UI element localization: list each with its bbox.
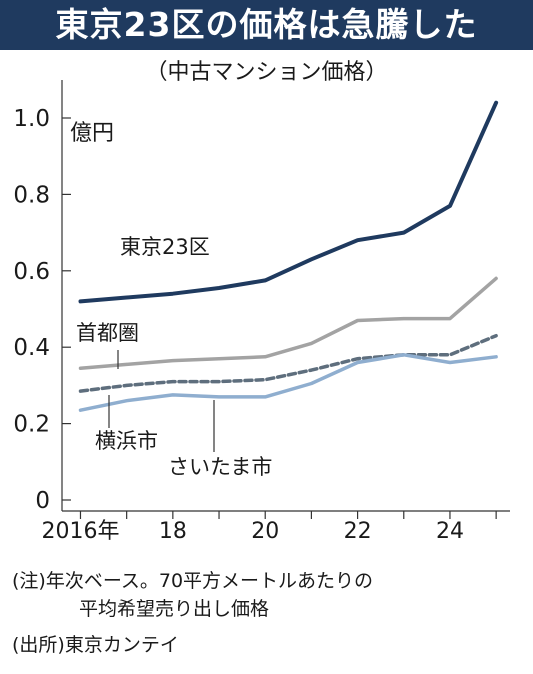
chart-subtitle: （中古マンション価格） (145, 60, 388, 85)
x-tick-label: 2016年 (41, 519, 119, 544)
x-tick-label: 18 (159, 519, 187, 544)
label-layer: 0 0.2 0.4 0.6 0.8 1.0 億円 2016年 18 20 22 24 東京23区首都圏横… (13, 106, 464, 544)
series-label: 横浜市 (95, 429, 158, 453)
y-tick-label: 0.4 (13, 335, 50, 361)
chart-title: 東京23区の価格は急騰した (0, 0, 533, 50)
series-label: 首都圏 (76, 321, 139, 345)
series-label: 東京23区 (120, 235, 210, 259)
note-line-2: 平均希望売り出し価格 (79, 598, 270, 620)
series-line-2 (78, 276, 498, 370)
series-line-3 (78, 333, 498, 393)
y-tick-label: 0.8 (13, 182, 50, 208)
x-tick-label: 22 (344, 519, 372, 544)
x-tick-label: 24 (436, 519, 464, 544)
source-note: (出所)東京カンテイ (12, 634, 179, 656)
series-line-4 (78, 353, 498, 412)
x-tick-label: 20 (251, 519, 279, 544)
series-layer (78, 100, 499, 412)
note-line-1: (注)年次ベース。70平方メートルあたりの (12, 570, 374, 592)
y-axis-unit-label: 億円 (70, 121, 114, 146)
y-tick-label: 0.6 (13, 259, 50, 285)
y-tick-label: 0 (35, 488, 50, 514)
y-tick-label: 1.0 (13, 106, 50, 132)
y-tick-label: 0.2 (13, 412, 50, 438)
series-label: さいたま市 (168, 455, 272, 479)
series-line-1 (78, 100, 499, 304)
grid-layer (61, 80, 510, 519)
